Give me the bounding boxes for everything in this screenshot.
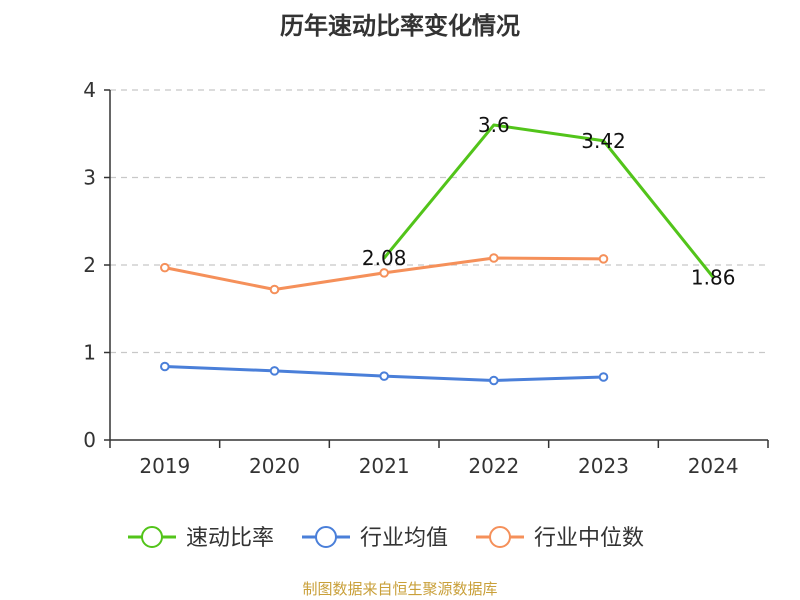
chart-title: 历年速动比率变化情况 [280, 12, 520, 40]
x-tick-label: 2024 [688, 454, 739, 478]
series-0 [382, 123, 715, 279]
x-tick-label: 2023 [578, 454, 629, 478]
y-tick-label: 4 [83, 78, 96, 102]
y-tick-label: 2 [83, 253, 96, 277]
y-tick-label: 0 [83, 428, 96, 452]
data-labels: 2.08 3.6 3.42 1.86 [362, 113, 736, 289]
data-label: 3.42 [581, 129, 626, 153]
data-label: 3.6 [478, 113, 510, 137]
data-point [379, 268, 389, 278]
legend-label: 速动比率 [186, 526, 274, 551]
x-tick-label: 2022 [468, 454, 519, 478]
data-point [379, 371, 389, 381]
x-tick-label: 2019 [139, 454, 190, 478]
data-point [160, 262, 170, 273]
data-point [598, 254, 609, 264]
y-tick-label: 1 [83, 341, 96, 365]
source-note: 制图数据来自恒生聚源数据库 [302, 580, 498, 598]
data-point [269, 366, 280, 376]
data-point [598, 372, 609, 382]
y-tick-label: 3 [83, 166, 96, 190]
legend-item: 速动比率 [128, 526, 274, 551]
data-point [160, 361, 170, 372]
legend-marker [141, 526, 163, 548]
legend-label: 行业均值 [360, 526, 448, 551]
data-point [489, 375, 499, 386]
data-label: 1.86 [691, 265, 736, 289]
x-tick-label: 2020 [249, 454, 300, 478]
legend-label: 行业中位数 [534, 526, 644, 551]
legend-item: 行业中位数 [476, 526, 644, 551]
legend-marker [489, 526, 511, 548]
data-point [269, 284, 280, 295]
legend-item: 行业均值 [302, 526, 448, 551]
series-1 [160, 361, 609, 386]
data-label: 2.08 [362, 246, 407, 270]
data-point [489, 253, 499, 263]
series-line [382, 123, 715, 279]
axes: 0 1 2 3 4 2019 2020 2021 2022 2023 2024 [83, 78, 769, 478]
legend: 速动比率 行业均值 行业中位数 [128, 526, 644, 551]
series [160, 123, 715, 386]
series-2 [160, 253, 609, 295]
x-tick-label: 2021 [359, 454, 410, 478]
legend-marker [315, 526, 337, 548]
